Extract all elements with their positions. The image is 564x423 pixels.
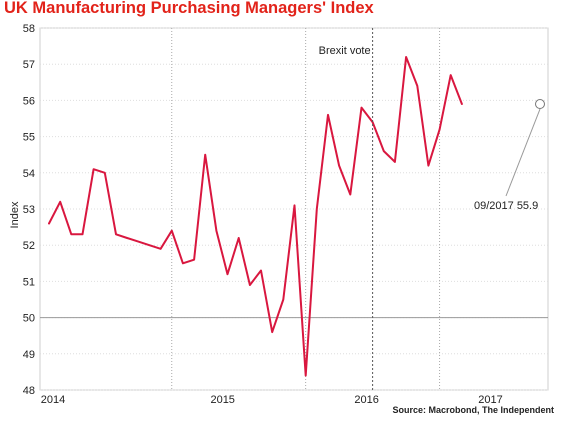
y-tick-label: 57 [23, 59, 35, 71]
brexit-vote-label: Brexit vote [319, 45, 371, 57]
x-tick-label: 2015 [210, 394, 234, 406]
y-tick-label: 56 [23, 95, 35, 107]
series-layer [48, 56, 463, 377]
x-axis: 2014 2015 2016 2017 [41, 394, 503, 406]
annotation-layer: Brexit vote 09/2017 55.9 [319, 28, 545, 390]
x-tick-label: 2014 [41, 394, 65, 406]
y-tick-label: 51 [23, 276, 35, 288]
grid [40, 27, 548, 391]
y-tick-label: 50 [23, 313, 35, 325]
y-tick-label: 58 [23, 23, 35, 35]
y-axis: 48 49 50 51 52 53 54 55 56 57 58 [23, 23, 35, 397]
callout-line [505, 108, 541, 197]
latest-point-marker [535, 99, 545, 110]
chart-title: UK Manufacturing Purchasing Managers' In… [4, 0, 374, 17]
source-note: Source: Macrobond, The Independent [392, 405, 554, 415]
y-tick-label: 48 [23, 385, 35, 397]
y-axis-label: Index [9, 201, 21, 228]
latest-point-label: 09/2017 55.9 [474, 200, 538, 212]
y-tick-label: 55 [23, 132, 35, 144]
y-tick-label: 54 [23, 168, 35, 180]
y-tick-label: 52 [23, 240, 35, 252]
y-tick-label: 53 [23, 204, 35, 216]
y-tick-label: 49 [23, 349, 35, 361]
x-tick-label: 2017 [478, 394, 502, 406]
x-tick-label: 2016 [354, 394, 378, 406]
series-line [48, 56, 463, 377]
